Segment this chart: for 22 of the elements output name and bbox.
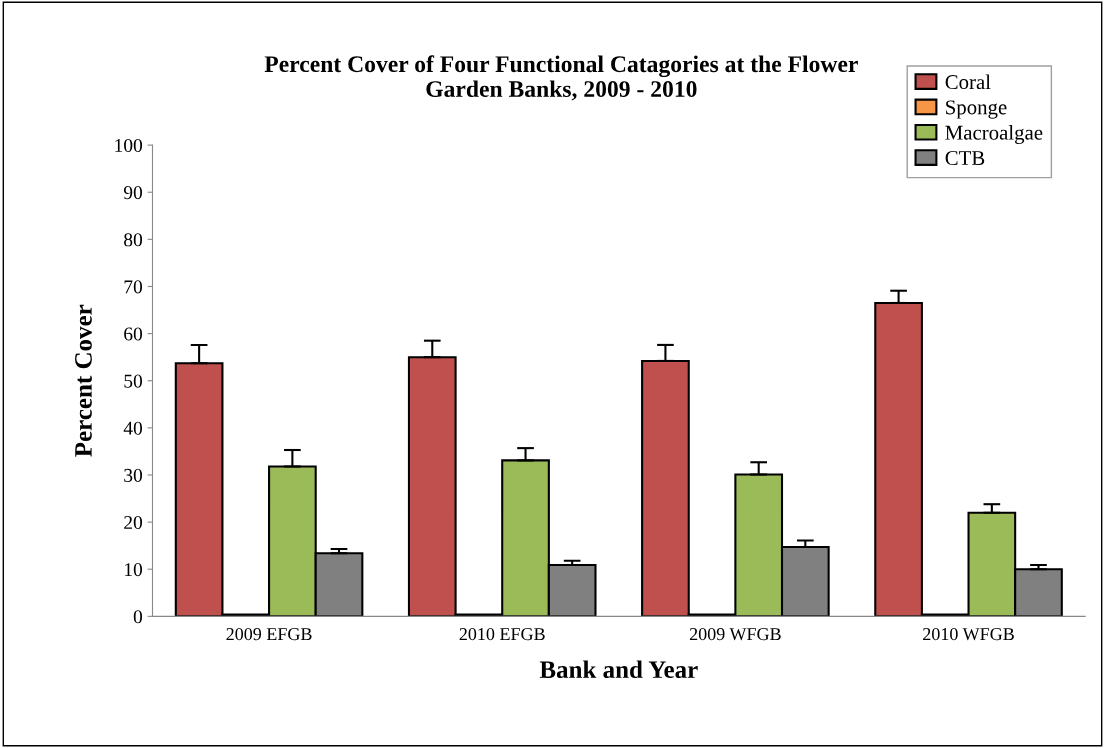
y-tick-label: 80 [124, 233, 143, 247]
y-tick-label: 10 [125, 563, 143, 577]
legend-label: CTB [945, 151, 985, 166]
y-tick-label: 30 [124, 468, 143, 482]
y-axis-title: Percent Cover [75, 304, 92, 457]
x-tick-label: 2009 EFGB [226, 627, 312, 641]
legend-label: Sponge [946, 100, 1007, 119]
legend-label: Macroalgae [945, 125, 1043, 144]
y-tick-label: 60 [124, 327, 143, 341]
x-tick-label: 2009 WFGB [689, 627, 781, 641]
x-tick-label: 2010 WFGB [923, 627, 1014, 641]
legend-label: Coral [945, 74, 991, 90]
y-tick-label: 90 [123, 186, 143, 200]
y-tick-label: 100 [115, 138, 143, 153]
y-tick-label: 50 [124, 374, 143, 388]
y-tick-label: 0 [133, 610, 143, 624]
x-axis-title: Bank and Year [539, 660, 698, 679]
y-tick-label: 20 [124, 515, 143, 530]
chart-title: Percent Cover of Four Functional Catagories at the Flower Garden Banks, 2009 - 2010 [264, 55, 858, 101]
y-tick-label: 40 [123, 421, 143, 435]
x-tick-label: 2010 EFGB [459, 627, 545, 641]
y-tick-label: 70 [124, 280, 143, 294]
